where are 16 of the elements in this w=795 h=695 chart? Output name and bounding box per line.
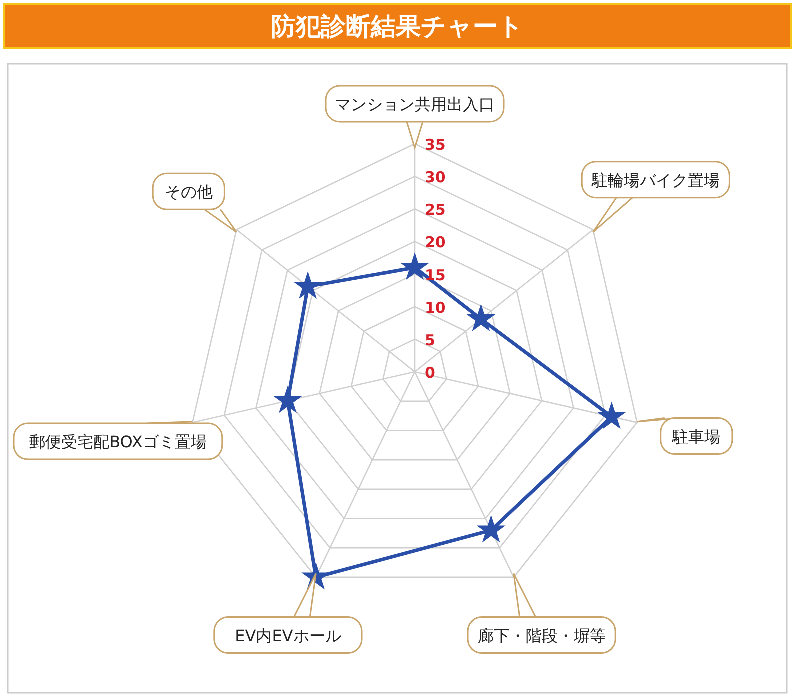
spoke-label: 駐車場: [672, 427, 721, 446]
y-tick-label: 10: [425, 298, 446, 317]
y-tick-label: 5: [425, 331, 436, 350]
spoke-label: EV内EVホール: [235, 626, 342, 646]
y-tick-label: 30: [425, 168, 446, 187]
y-tick-label: 25: [425, 201, 446, 220]
chart-title: 防犯診断結果チャート: [271, 12, 524, 41]
spoke-label: 廊下・階段・塀等: [478, 626, 606, 646]
spoke-label: 郵便受宅配BOXゴミ置場: [30, 432, 207, 452]
y-tick-label: 20: [425, 234, 446, 252]
y-tick-label: 35: [425, 136, 446, 154]
spoke-label: その他: [164, 182, 213, 202]
y-tick-label: 15: [425, 266, 446, 284]
y-tick-label: 0: [425, 364, 436, 382]
spoke-label: マンション共用出入口: [335, 95, 495, 114]
spoke-label: 駐輪場バイク置場: [590, 170, 720, 190]
